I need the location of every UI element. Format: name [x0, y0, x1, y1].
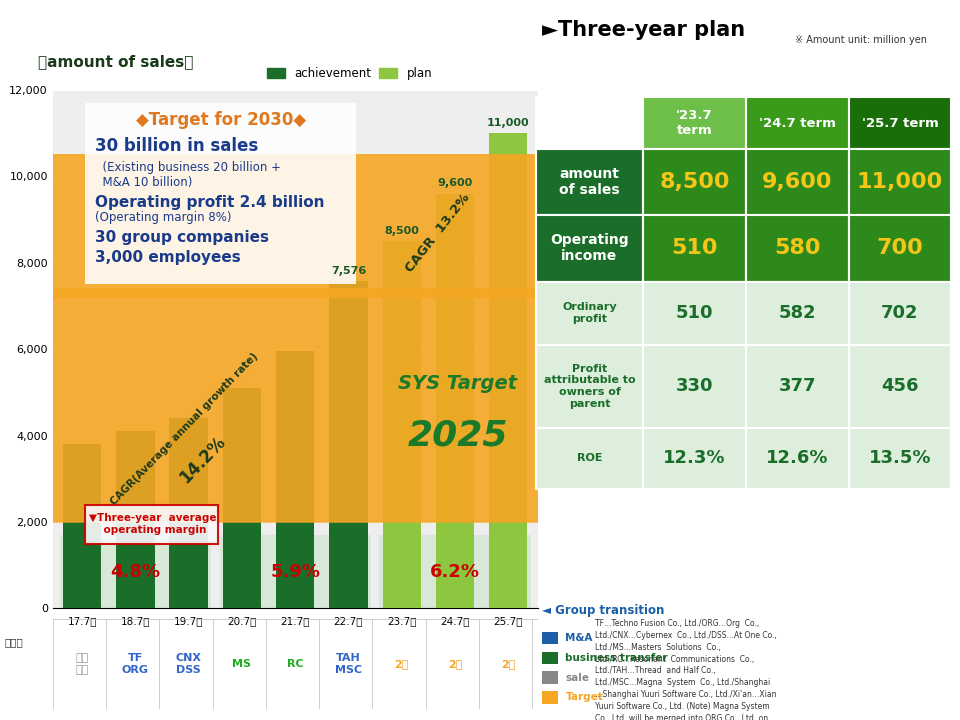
Text: ►Three-year plan: ►Three-year plan — [542, 20, 746, 40]
Text: ▼Three-year  average
    operating margin: ▼Three-year average operating margin — [89, 513, 217, 535]
Text: Operating profit 2.4 billion: Operating profit 2.4 billion — [95, 195, 324, 210]
Text: ◄ Group transition: ◄ Group transition — [542, 604, 664, 617]
Text: 百万円: 百万円 — [4, 637, 23, 647]
Text: 7,576: 7,576 — [331, 266, 366, 276]
Text: ROE: ROE — [577, 454, 602, 463]
Text: 2社: 2社 — [447, 660, 462, 669]
Bar — [542, 671, 559, 684]
Text: TF…Techno Fusion Co., Ltd./ORG…Org  Co.,
Ltd./CNX…Cybernex  Co., Ltd./DSS…At One: TF…Techno Fusion Co., Ltd./ORG…Org Co., … — [595, 619, 777, 720]
Text: TAH
MSC: TAH MSC — [335, 654, 362, 675]
Text: 30 group companies: 30 group companies — [95, 230, 270, 245]
Bar — [170, 418, 207, 608]
Text: 13.5%: 13.5% — [869, 449, 931, 467]
Text: 11,000: 11,000 — [857, 172, 943, 192]
Text: 6.2%: 6.2% — [430, 563, 480, 580]
Text: business transfer: business transfer — [565, 653, 668, 663]
Text: 12.6%: 12.6% — [766, 449, 828, 467]
Text: M&A: M&A — [565, 633, 593, 643]
Text: 2社: 2社 — [395, 660, 409, 669]
Text: 330: 330 — [676, 377, 713, 395]
Bar — [383, 241, 420, 608]
FancyArrow shape — [0, 155, 960, 297]
Text: 30 billion in sales: 30 billion in sales — [95, 138, 258, 156]
Text: 456: 456 — [881, 377, 919, 395]
Text: 上海
西安: 上海 西安 — [76, 654, 88, 675]
Bar — [542, 691, 559, 704]
Text: MS: MS — [232, 660, 252, 669]
Text: '24.7 term: '24.7 term — [758, 117, 836, 130]
Text: 9,600: 9,600 — [762, 172, 832, 192]
Bar — [84, 103, 356, 284]
Text: SYS Target: SYS Target — [398, 374, 517, 393]
Bar — [542, 632, 559, 644]
Text: 2社: 2社 — [501, 660, 516, 669]
Bar — [220, 535, 371, 608]
Text: sale: sale — [565, 672, 589, 683]
Text: (Existing business 20 billion +: (Existing business 20 billion + — [95, 161, 281, 174]
Text: Operating
income: Operating income — [550, 233, 629, 264]
Bar — [436, 194, 474, 608]
Text: 11,000: 11,000 — [487, 118, 530, 128]
Text: 2025: 2025 — [407, 418, 508, 453]
Text: 3,000 employees: 3,000 employees — [95, 250, 241, 265]
Text: 8,500: 8,500 — [660, 172, 730, 192]
Text: 12.3%: 12.3% — [663, 449, 726, 467]
Text: CAGR  13.2%: CAGR 13.2% — [403, 192, 472, 275]
Text: 582: 582 — [779, 304, 816, 322]
Text: 8,500: 8,500 — [384, 226, 420, 236]
Text: CNX
DSS: CNX DSS — [176, 654, 202, 675]
Text: M&A 10 billion): M&A 10 billion) — [95, 176, 193, 189]
Bar — [379, 535, 531, 608]
Text: Profit
attributable to
owners of
parent: Profit attributable to owners of parent — [543, 364, 636, 409]
Text: ※ Amount unit: million yen: ※ Amount unit: million yen — [795, 35, 927, 45]
Text: (Operating margin 8%): (Operating margin 8%) — [95, 210, 232, 223]
Text: CAGR(Average annual growth rate): CAGR(Average annual growth rate) — [108, 351, 259, 507]
Bar — [84, 505, 218, 544]
Bar — [116, 431, 155, 608]
Text: 510: 510 — [676, 304, 713, 322]
Text: '23.7
term: '23.7 term — [676, 109, 713, 137]
Text: 4.8%: 4.8% — [110, 563, 160, 580]
Bar — [63, 444, 102, 608]
Text: amount
of sales: amount of sales — [559, 167, 620, 197]
Text: 700: 700 — [876, 238, 924, 258]
Text: Target: Target — [565, 693, 603, 703]
Text: 5.9%: 5.9% — [270, 563, 321, 580]
Bar — [329, 281, 368, 608]
Text: TF
ORG: TF ORG — [122, 654, 149, 675]
Text: RC: RC — [287, 660, 303, 669]
Text: '25.7 term: '25.7 term — [862, 117, 938, 130]
Bar — [489, 133, 527, 608]
Bar — [276, 351, 314, 608]
Legend: achievement, plan: achievement, plan — [262, 62, 437, 85]
Text: Ordinary
profit: Ordinary profit — [563, 302, 616, 324]
FancyArrow shape — [0, 289, 960, 522]
Text: ◆Target for 2030◆: ◆Target for 2030◆ — [135, 111, 305, 130]
Text: 14.2%: 14.2% — [177, 432, 229, 486]
Bar — [542, 652, 559, 664]
Text: 9,600: 9,600 — [438, 179, 472, 189]
Text: 580: 580 — [774, 238, 821, 258]
Text: 702: 702 — [881, 304, 919, 322]
Text: 377: 377 — [779, 377, 816, 395]
Text: 510: 510 — [671, 238, 718, 258]
Text: 【amount of sales】: 【amount of sales】 — [38, 54, 194, 69]
Bar — [223, 388, 261, 608]
Bar — [60, 535, 211, 608]
